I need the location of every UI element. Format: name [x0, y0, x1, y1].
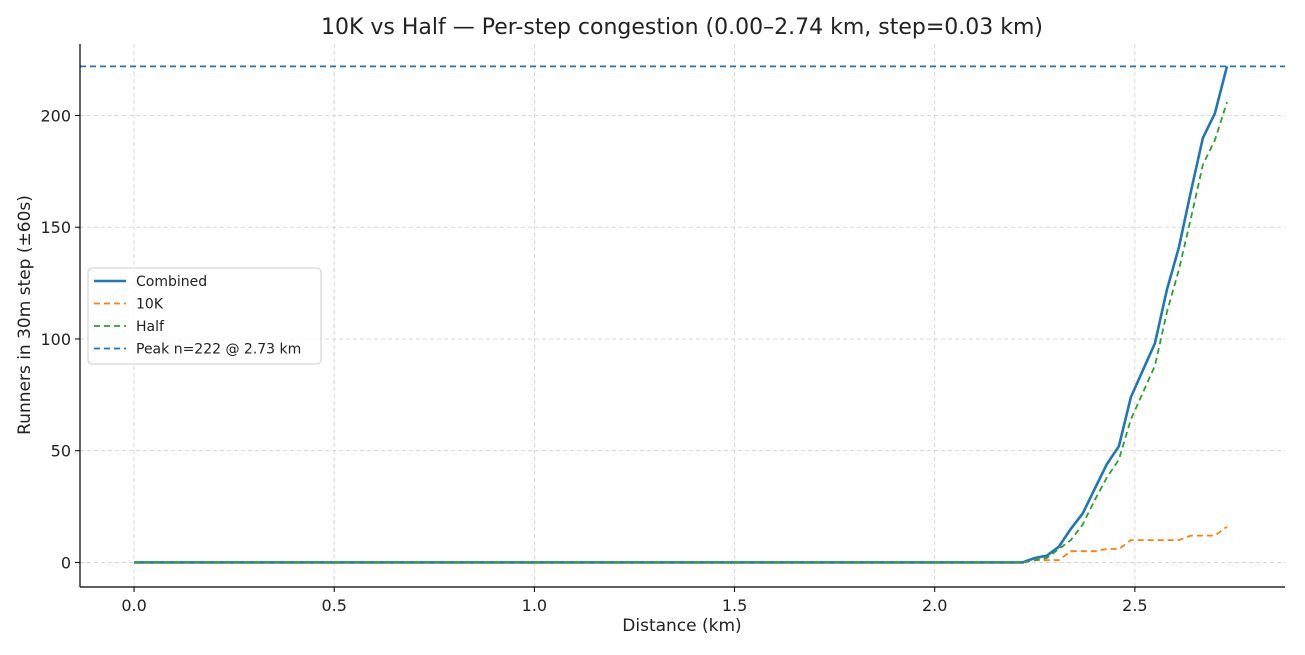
- series-line-half: [134, 101, 1228, 564]
- series-line-combined: [134, 65, 1229, 564]
- x-axis-label: Distance (km): [622, 616, 741, 636]
- x-tick-label: 1.5: [722, 596, 747, 615]
- y-tick-label: 100: [40, 330, 71, 349]
- series-layer: [80, 65, 1285, 564]
- x-tick-label: 0.0: [121, 596, 146, 615]
- y-tick-label: 200: [40, 107, 71, 126]
- y-axis-label: Runners in 30m step (±60s): [15, 195, 35, 435]
- legend-label: Combined: [136, 274, 207, 290]
- legend: Combined 10K Half Peak n=222 @ 2.73 km: [87, 267, 322, 365]
- series-line-10k: [134, 525, 1228, 564]
- x-tick-label: 0.5: [321, 596, 346, 615]
- legend-label: Peak n=222 @ 2.73 km: [136, 342, 301, 358]
- y-tick-label: 150: [40, 218, 71, 237]
- axes: [75, 44, 1285, 592]
- x-tick-label: 1.0: [522, 596, 547, 615]
- tick-labels: 0.0 0.5 1.0 1.5 2.0 2.5 0 50 100 150 200: [40, 107, 1147, 615]
- y-tick-label: 50: [51, 442, 71, 461]
- legend-label: Half: [136, 319, 165, 335]
- y-tick-label: 0: [61, 553, 71, 572]
- x-tick-label: 2.0: [922, 596, 947, 615]
- x-tick-label: 2.5: [1122, 596, 1147, 615]
- legend-label: 10K: [136, 297, 164, 313]
- legend-box: [87, 267, 322, 365]
- chart-title: 10K vs Half — Per-step congestion (0.00–…: [321, 15, 1043, 40]
